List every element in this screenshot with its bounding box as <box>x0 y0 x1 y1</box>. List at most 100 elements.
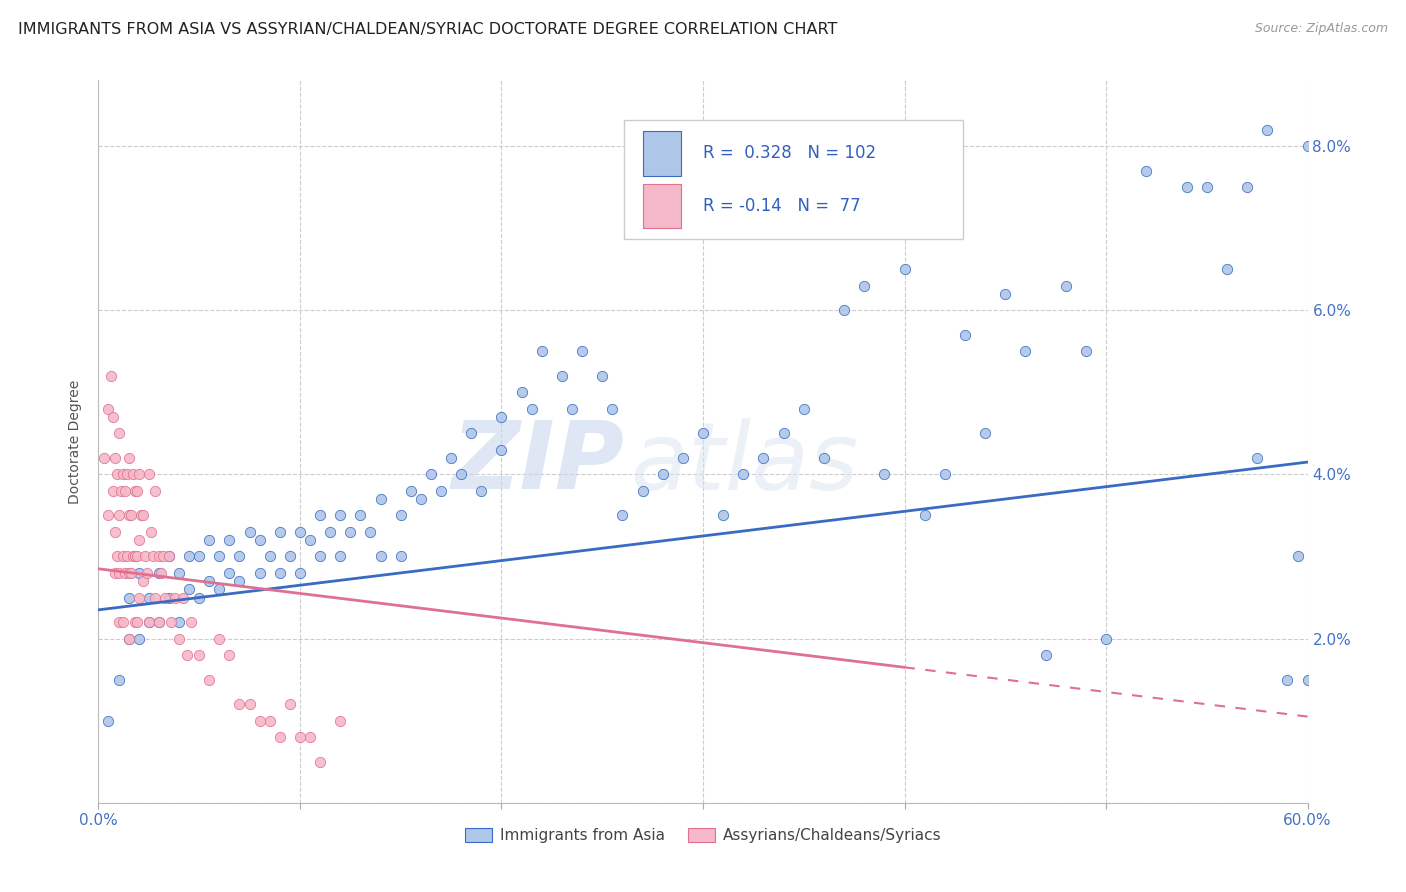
Point <box>309 549 332 564</box>
Point <box>208 582 231 597</box>
Point <box>1286 549 1309 564</box>
Point <box>651 467 673 482</box>
Point <box>138 615 160 630</box>
Point <box>551 368 574 383</box>
Point <box>218 648 240 662</box>
Point <box>389 508 412 523</box>
Point <box>399 483 422 498</box>
Point <box>128 533 150 547</box>
Point <box>208 549 231 564</box>
Point <box>329 508 352 523</box>
Point <box>129 508 152 523</box>
Point <box>118 450 141 465</box>
Point <box>733 467 755 482</box>
Point <box>1246 450 1268 465</box>
Point <box>934 467 956 482</box>
Point <box>121 467 143 482</box>
Text: Source: ZipAtlas.com: Source: ZipAtlas.com <box>1254 22 1388 36</box>
Point <box>491 409 513 424</box>
Point <box>409 491 432 506</box>
Point <box>152 549 174 564</box>
Point <box>299 533 322 547</box>
Legend: Immigrants from Asia, Assyrians/Chaldeans/Syriacs: Immigrants from Asia, Assyrians/Chaldean… <box>458 822 948 849</box>
Point <box>97 714 120 728</box>
Point <box>259 714 281 728</box>
Point <box>103 450 125 465</box>
Point <box>107 566 129 580</box>
Point <box>420 467 443 482</box>
Point <box>148 549 170 564</box>
Point <box>103 524 125 539</box>
Point <box>111 615 134 630</box>
FancyBboxPatch shape <box>624 120 963 239</box>
Point <box>107 426 129 441</box>
Point <box>128 467 150 482</box>
Point <box>339 524 361 539</box>
Point <box>132 508 155 523</box>
Point <box>132 574 155 588</box>
Point <box>591 368 613 383</box>
Point <box>278 698 301 712</box>
Point <box>157 591 180 605</box>
Point <box>228 574 250 588</box>
Point <box>249 533 271 547</box>
Point <box>198 673 221 687</box>
Point <box>389 549 412 564</box>
Text: R = -0.14   N =  77: R = -0.14 N = 77 <box>703 197 860 215</box>
Point <box>118 632 141 646</box>
Point <box>278 549 301 564</box>
Point <box>93 450 115 465</box>
Point <box>711 508 734 523</box>
Point <box>218 533 240 547</box>
Point <box>288 524 311 539</box>
Point <box>118 632 141 646</box>
Point <box>180 615 202 630</box>
Y-axis label: Doctorate Degree: Doctorate Degree <box>69 379 83 504</box>
Point <box>440 450 463 465</box>
Point <box>370 491 392 506</box>
Point <box>832 303 855 318</box>
Point <box>153 591 176 605</box>
Point <box>115 549 138 564</box>
Point <box>672 450 695 465</box>
Point <box>228 698 250 712</box>
Point <box>853 278 876 293</box>
Point <box>139 524 162 539</box>
Point <box>612 508 634 523</box>
Point <box>1296 673 1319 687</box>
Point <box>1195 180 1218 194</box>
Point <box>142 549 165 564</box>
Point <box>218 566 240 580</box>
Point <box>157 549 180 564</box>
Point <box>118 566 141 580</box>
Point <box>329 714 352 728</box>
Point <box>105 467 128 482</box>
Point <box>430 483 453 498</box>
Point <box>520 401 543 416</box>
Text: IMMIGRANTS FROM ASIA VS ASSYRIAN/CHALDEAN/SYRIAC DOCTORATE DEGREE CORRELATION CH: IMMIGRANTS FROM ASIA VS ASSYRIAN/CHALDEA… <box>18 22 838 37</box>
FancyBboxPatch shape <box>643 184 682 228</box>
Point <box>118 591 141 605</box>
Text: R =  0.328   N = 102: R = 0.328 N = 102 <box>703 145 876 162</box>
Point <box>125 483 148 498</box>
Point <box>114 483 136 498</box>
Point <box>198 533 221 547</box>
Point <box>167 615 190 630</box>
Point <box>179 582 201 597</box>
Point <box>873 467 896 482</box>
Point <box>1095 632 1118 646</box>
Point <box>299 730 322 744</box>
Point <box>319 524 342 539</box>
Point <box>148 615 170 630</box>
Point <box>288 566 311 580</box>
Point <box>1014 344 1036 359</box>
Point <box>138 591 160 605</box>
FancyBboxPatch shape <box>643 131 682 176</box>
Text: atlas: atlas <box>630 417 859 508</box>
Point <box>692 426 714 441</box>
Point <box>561 401 583 416</box>
Point <box>1074 344 1097 359</box>
Point <box>1175 180 1198 194</box>
Point <box>120 508 142 523</box>
Point <box>118 508 141 523</box>
